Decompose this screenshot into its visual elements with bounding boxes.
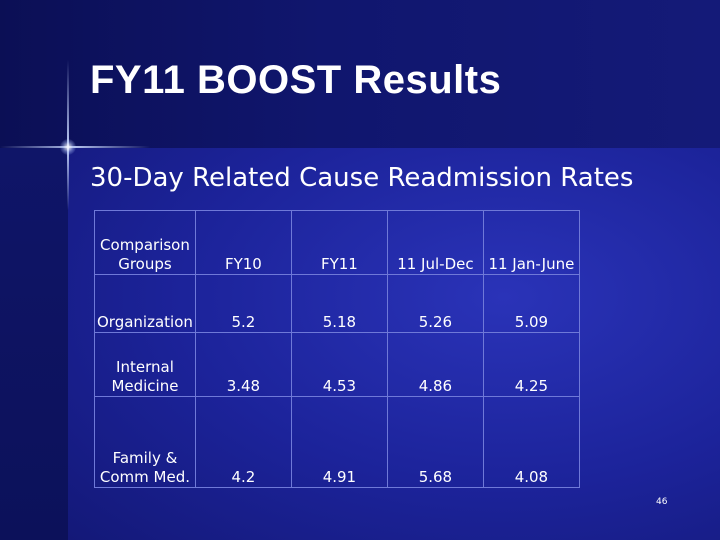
cell-value: 4.86: [386, 332, 484, 397]
flare-vertical: [67, 60, 69, 210]
table-row: Internal Medicine 3.48 4.53 4.86 4.25: [94, 332, 580, 397]
header-fy11: FY11: [290, 210, 388, 275]
readmission-rates-table: Comparison Groups FY10 FY11 11 Jul-Dec 1…: [94, 210, 580, 488]
title-band: [0, 0, 720, 148]
flare-star-icon: [60, 139, 76, 155]
cell-value: 5.18: [290, 274, 388, 333]
table-row: Family & Comm Med. 4.2 4.91 5.68 4.08: [94, 396, 580, 488]
table-header-row: Comparison Groups FY10 FY11 11 Jul-Dec 1…: [94, 210, 580, 275]
cell-value: 4.2: [194, 396, 292, 488]
slide-number: 46: [656, 497, 668, 507]
row-label-internal-medicine: Internal Medicine: [94, 332, 196, 397]
cell-value: 4.08: [482, 396, 580, 488]
cell-value: 5.2: [194, 274, 292, 333]
row-label-family-comm-med: Family & Comm Med.: [94, 396, 196, 488]
cell-value: 5.09: [482, 274, 580, 333]
header-comparison-groups: Comparison Groups: [94, 210, 196, 275]
cell-value: 3.48: [194, 332, 292, 397]
cell-value: 5.26: [386, 274, 484, 333]
slide-title: FY11 BOOST Results: [90, 58, 502, 102]
cell-value: 4.25: [482, 332, 580, 397]
cell-value: 4.53: [290, 332, 388, 397]
row-label-organization: Organization: [94, 274, 196, 333]
slide-subtitle: 30-Day Related Cause Readmission Rates: [90, 163, 634, 193]
cell-value: 4.91: [290, 396, 388, 488]
header-jan-june: 11 Jan-June: [482, 210, 580, 275]
table-row: Organization 5.2 5.18 5.26 5.09: [94, 274, 580, 333]
header-jul-dec: 11 Jul-Dec: [386, 210, 484, 275]
cell-value: 5.68: [386, 396, 484, 488]
left-band: [0, 148, 68, 540]
header-fy10: FY10: [194, 210, 292, 275]
